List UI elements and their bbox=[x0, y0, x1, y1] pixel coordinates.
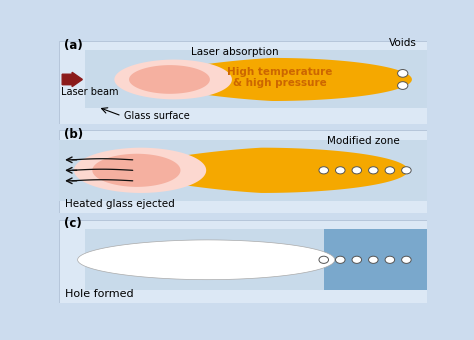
FancyBboxPatch shape bbox=[59, 130, 427, 213]
Circle shape bbox=[319, 167, 328, 174]
Text: (b): (b) bbox=[64, 128, 83, 141]
FancyBboxPatch shape bbox=[59, 140, 427, 201]
Circle shape bbox=[401, 167, 411, 174]
Polygon shape bbox=[74, 148, 206, 193]
Polygon shape bbox=[78, 240, 335, 280]
Circle shape bbox=[401, 256, 411, 264]
Circle shape bbox=[336, 256, 345, 264]
Polygon shape bbox=[129, 65, 210, 94]
FancyBboxPatch shape bbox=[85, 50, 427, 108]
Text: (a): (a) bbox=[64, 38, 82, 52]
Text: Hole formed: Hole formed bbox=[65, 289, 133, 299]
Text: Glass surface: Glass surface bbox=[124, 111, 189, 121]
Circle shape bbox=[385, 256, 395, 264]
Text: High temperature: High temperature bbox=[227, 67, 332, 77]
Text: Laser beam: Laser beam bbox=[61, 87, 118, 97]
FancyArrow shape bbox=[62, 72, 82, 87]
FancyBboxPatch shape bbox=[59, 41, 427, 124]
Text: Heated glass ejected: Heated glass ejected bbox=[65, 199, 174, 209]
Circle shape bbox=[369, 167, 378, 174]
Circle shape bbox=[352, 167, 362, 174]
FancyBboxPatch shape bbox=[85, 230, 324, 290]
Circle shape bbox=[336, 167, 345, 174]
Polygon shape bbox=[114, 148, 408, 193]
Circle shape bbox=[369, 256, 378, 264]
Text: Laser absorption: Laser absorption bbox=[191, 47, 279, 57]
FancyBboxPatch shape bbox=[85, 230, 427, 290]
Circle shape bbox=[398, 82, 408, 89]
Polygon shape bbox=[92, 154, 181, 187]
Polygon shape bbox=[133, 58, 412, 101]
Text: Modified zone: Modified zone bbox=[328, 136, 400, 146]
Polygon shape bbox=[114, 59, 232, 99]
Text: & high pressure: & high pressure bbox=[233, 78, 327, 87]
Text: Voids: Voids bbox=[389, 38, 417, 48]
Circle shape bbox=[319, 256, 328, 264]
Text: (c): (c) bbox=[64, 218, 82, 231]
Circle shape bbox=[398, 69, 408, 77]
Circle shape bbox=[385, 167, 395, 174]
FancyBboxPatch shape bbox=[59, 220, 427, 303]
Circle shape bbox=[352, 256, 362, 264]
